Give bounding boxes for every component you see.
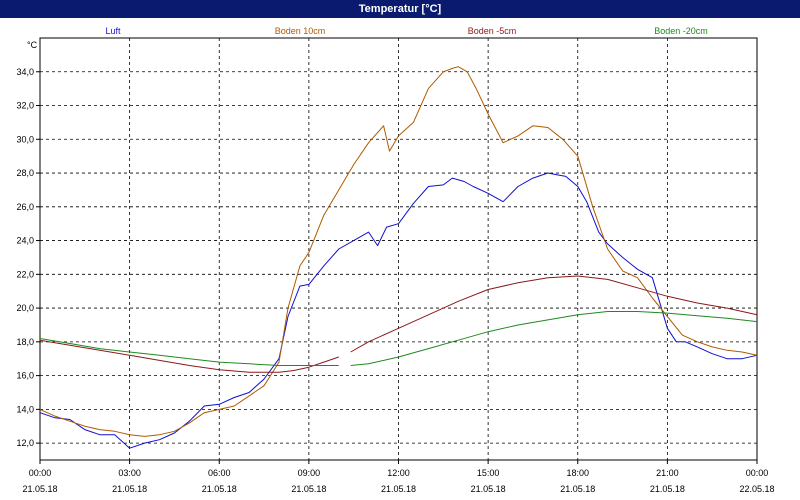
y-tick-label: 14,0 [16,404,34,414]
y-unit-label: °C [27,40,38,50]
x-tick-date-label: 21.05.18 [381,484,416,494]
x-tick-time-label: 12:00 [387,468,410,478]
legend-entry: Luft [105,26,121,36]
series-line-boden-5cm [350,275,758,353]
x-tick-time-label: 15:00 [477,468,500,478]
legend: Luft Boden 10cm Boden -5cm Boden -20cm [105,26,707,36]
legend-entry: Boden 10cm [275,26,326,36]
legend-entry: Boden -20cm [654,26,708,36]
series-line-boden-20cm [350,311,758,366]
y-tick-label: 18,0 [16,337,34,347]
x-tick-time-label: 21:00 [656,468,679,478]
x-tick-time-label: 03:00 [118,468,141,478]
x-tick-time-label: 00:00 [29,468,52,478]
chart-title: Temperatur [°C] [0,0,800,18]
y-tick-label: 12,0 [16,438,34,448]
x-axis: 00:00 21.05.18 03:00 21.05.18 06:00 21.05.18 0… [22,460,775,494]
x-tick-date-label: 21.05.18 [22,484,57,494]
y-tick-label: 20,0 [16,303,34,313]
y-tick-label: 24,0 [16,236,34,246]
y-tick-label: 32,0 [16,101,34,111]
legend-entry: Boden -5cm [468,26,517,36]
x-tick-date-label: 21.05.18 [202,484,237,494]
y-tick-label: 34,0 [16,67,34,77]
series-lines [39,66,758,449]
x-tick-date-label: 21.05.18 [112,484,147,494]
y-tick-label: 26,0 [16,202,34,212]
x-tick-time-label: 18:00 [566,468,589,478]
series-line-boden-10cm [39,66,758,437]
series-line-luft [39,172,758,449]
x-tick-time-label: 06:00 [208,468,231,478]
y-tick-label: 22,0 [16,269,34,279]
y-axis: °C 12,0 14,0 16,0 18,0 20,0 22,0 24,0 26,0 28,0 3… [16,40,40,448]
y-tick-label: 16,0 [16,371,34,381]
x-tick-date-label: 21.05.18 [291,484,326,494]
x-tick-time-label: 00:00 [746,468,769,478]
grid-lines [40,38,757,460]
x-tick-date-label: 21.05.18 [471,484,506,494]
x-tick-time-label: 09:00 [298,468,321,478]
x-tick-date-label: 22.05.18 [739,484,774,494]
y-tick-label: 28,0 [16,168,34,178]
series-line-boden-20cm [39,338,339,366]
x-tick-date-label: 21.05.18 [650,484,685,494]
y-tick-label: 30,0 [16,134,34,144]
series-line-boden-5cm [39,339,339,373]
x-tick-date-label: 21.05.18 [560,484,595,494]
